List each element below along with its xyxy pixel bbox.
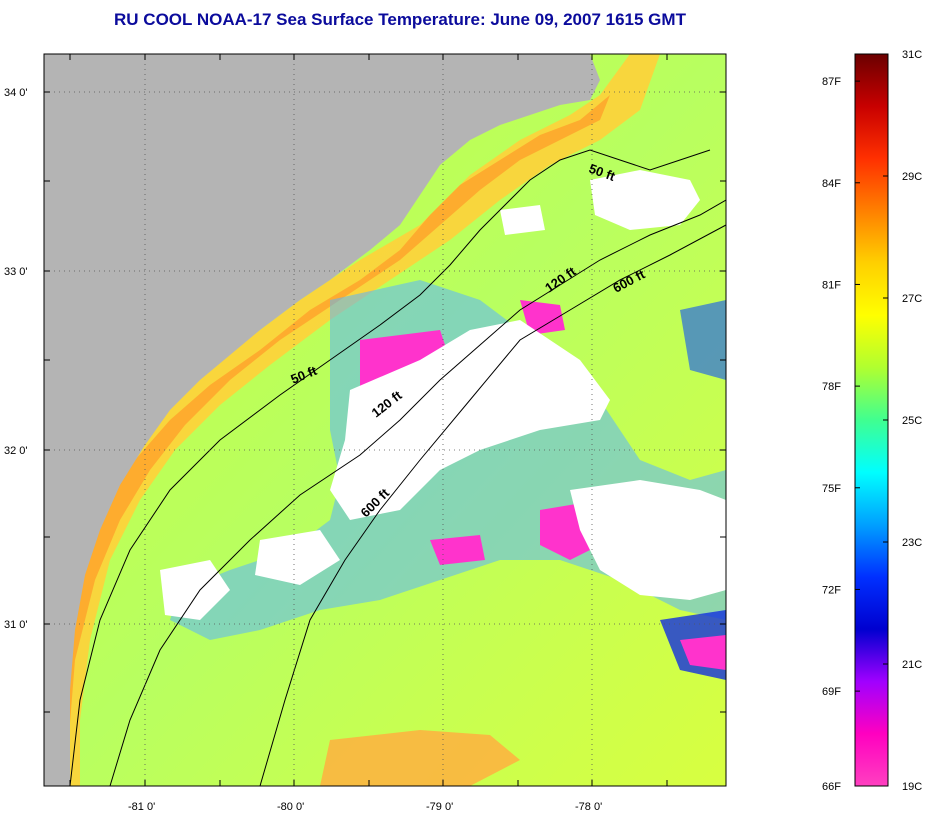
- isobath-600ft: [259, 224, 726, 786]
- colorbar-fahrenheit-label: 84F: [822, 178, 841, 190]
- cloud-east: [570, 480, 726, 600]
- cold-plume-east: [680, 300, 726, 380]
- land-mass: [44, 54, 600, 786]
- colorbar-fahrenheit-label: 66F: [822, 781, 841, 793]
- nearshore-hot-band: [44, 95, 610, 786]
- colorbar-celsius-label: 21C: [902, 659, 922, 671]
- colorbar-celsius-label: 25C: [902, 415, 922, 427]
- lon-tick-label: -79 0': [426, 801, 453, 813]
- chart-title: RU COOL NOAA-17 Sea Surface Temperature:…: [114, 10, 686, 29]
- lon-tick-label: -81 0': [128, 801, 155, 813]
- nearshore-warm-band: [44, 54, 660, 786]
- colorbar-fahrenheit-label: 81F: [822, 279, 841, 291]
- tick-marks: [44, 54, 726, 786]
- isobath-120ft: [109, 199, 726, 786]
- lon-tick-label: -80 0': [277, 801, 304, 813]
- warm-patch-south: [320, 730, 520, 786]
- colorbar-celsius-label: 23C: [902, 537, 922, 549]
- map-area: [44, 54, 726, 786]
- lon-tick-labels: -81 0' -80 0' -79 0' -78 0': [128, 801, 602, 813]
- lat-tick-labels: 34 0' 33 0' 32 0' 31 0': [4, 87, 28, 631]
- colorbar-fahrenheit-label: 69F: [822, 686, 841, 698]
- cloud-southwest: [160, 560, 230, 620]
- cloud-north-small: [500, 205, 545, 235]
- cloud-northeast: [590, 170, 700, 230]
- colorbar-celsius-label: 19C: [902, 781, 922, 793]
- colorbar-fahrenheit-label: 72F: [822, 584, 841, 596]
- colorbar: 87F 84F 81F 78F 75F 72F 69F 66F 31C 29C 27C 25C 23C…: [822, 49, 922, 793]
- cold-edge-magenta-5: [680, 635, 726, 670]
- colorbar-celsius-label: 29C: [902, 171, 922, 183]
- colorbar-fahrenheit-label: 75F: [822, 483, 841, 495]
- colorbar-fahrenheit-label: 78F: [822, 381, 841, 393]
- lat-tick-label: 31 0': [4, 619, 28, 631]
- colorbar-scale: [854, 53, 889, 787]
- cloud-south: [255, 530, 340, 585]
- cold-edge-magenta-4: [520, 300, 565, 335]
- colorbar-celsius-label: 27C: [902, 293, 922, 305]
- isobath-50ft: [69, 149, 711, 786]
- lat-tick-label: 33 0': [4, 266, 28, 278]
- lat-tick-label: 32 0': [4, 445, 28, 457]
- map-frame: [43, 53, 727, 787]
- lat-tick-label: 34 0': [4, 87, 28, 99]
- cloud-central: [330, 320, 610, 520]
- colorbar-celsius-label: 31C: [902, 49, 922, 61]
- cold-edge-magenta-3: [430, 535, 485, 565]
- lon-tick-label: -78 0': [575, 801, 602, 813]
- gridlines: [44, 54, 726, 786]
- colorbar-fahrenheit-label: 87F: [822, 76, 841, 88]
